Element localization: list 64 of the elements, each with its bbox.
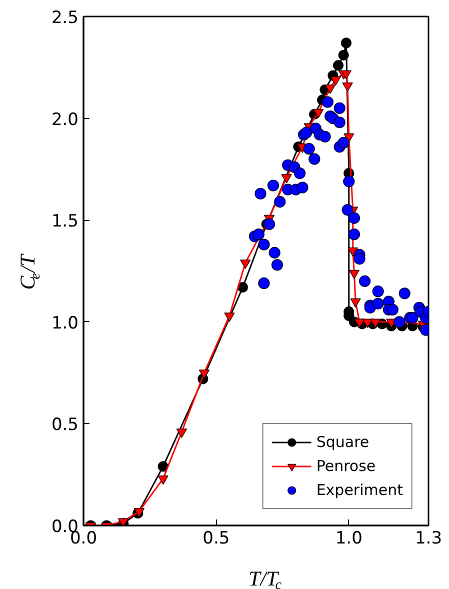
point: [158, 461, 168, 472]
point: [271, 259, 284, 271]
point: [294, 167, 306, 180]
point: [394, 316, 406, 328]
x-tick-label: 1.3: [414, 528, 442, 548]
point: [340, 38, 352, 48]
point: [370, 318, 381, 328]
point: [176, 428, 187, 438]
point: [372, 298, 384, 310]
legend-label: Experiment: [316, 481, 403, 499]
point: [386, 304, 398, 316]
point: [406, 312, 418, 324]
point: [338, 136, 350, 149]
point: [274, 196, 286, 208]
point: [319, 130, 331, 142]
point: [348, 212, 360, 224]
point: [313, 109, 324, 118]
y-tick-label: 1.5: [51, 212, 79, 232]
point: [359, 275, 371, 287]
point: [237, 282, 248, 293]
x-tick-label: 1.0: [335, 528, 362, 548]
y-tick-label: 0.5: [51, 415, 79, 436]
point: [362, 318, 373, 328]
y-tick-label: 2.0: [51, 110, 79, 130]
point: [348, 228, 360, 240]
point: [198, 370, 210, 379]
point: [332, 60, 344, 71]
y-tick-label: 2.5: [51, 8, 79, 28]
point: [338, 50, 349, 60]
point: [322, 96, 334, 108]
point: [330, 76, 341, 86]
point: [254, 188, 266, 200]
legend-label: Square: [316, 433, 370, 451]
point: [281, 174, 292, 184]
point: [268, 246, 280, 258]
point: [296, 182, 308, 194]
point: [334, 102, 346, 114]
point: [308, 153, 320, 165]
point: [252, 228, 264, 240]
point: [340, 70, 352, 80]
legend-label: Penrose: [316, 457, 376, 475]
point: [334, 116, 346, 128]
y-axis-title: Ce/T: [16, 253, 44, 290]
point: [343, 176, 355, 188]
y-tick-label: 1.0: [51, 313, 79, 334]
point: [342, 82, 353, 92]
point: [354, 252, 366, 265]
point: [158, 475, 168, 485]
point: [342, 204, 354, 216]
point: [354, 318, 365, 328]
point: [267, 180, 280, 192]
point: [258, 277, 270, 290]
point: [398, 288, 410, 300]
x-tick-label: 0.5: [202, 528, 230, 548]
point: [263, 218, 276, 230]
point: [224, 312, 235, 322]
point: [303, 143, 315, 155]
point: [240, 260, 251, 269]
point: [372, 286, 384, 298]
point: [258, 238, 270, 250]
point: [325, 84, 336, 94]
point: [350, 298, 361, 308]
point: [300, 126, 312, 138]
point: [348, 270, 360, 280]
